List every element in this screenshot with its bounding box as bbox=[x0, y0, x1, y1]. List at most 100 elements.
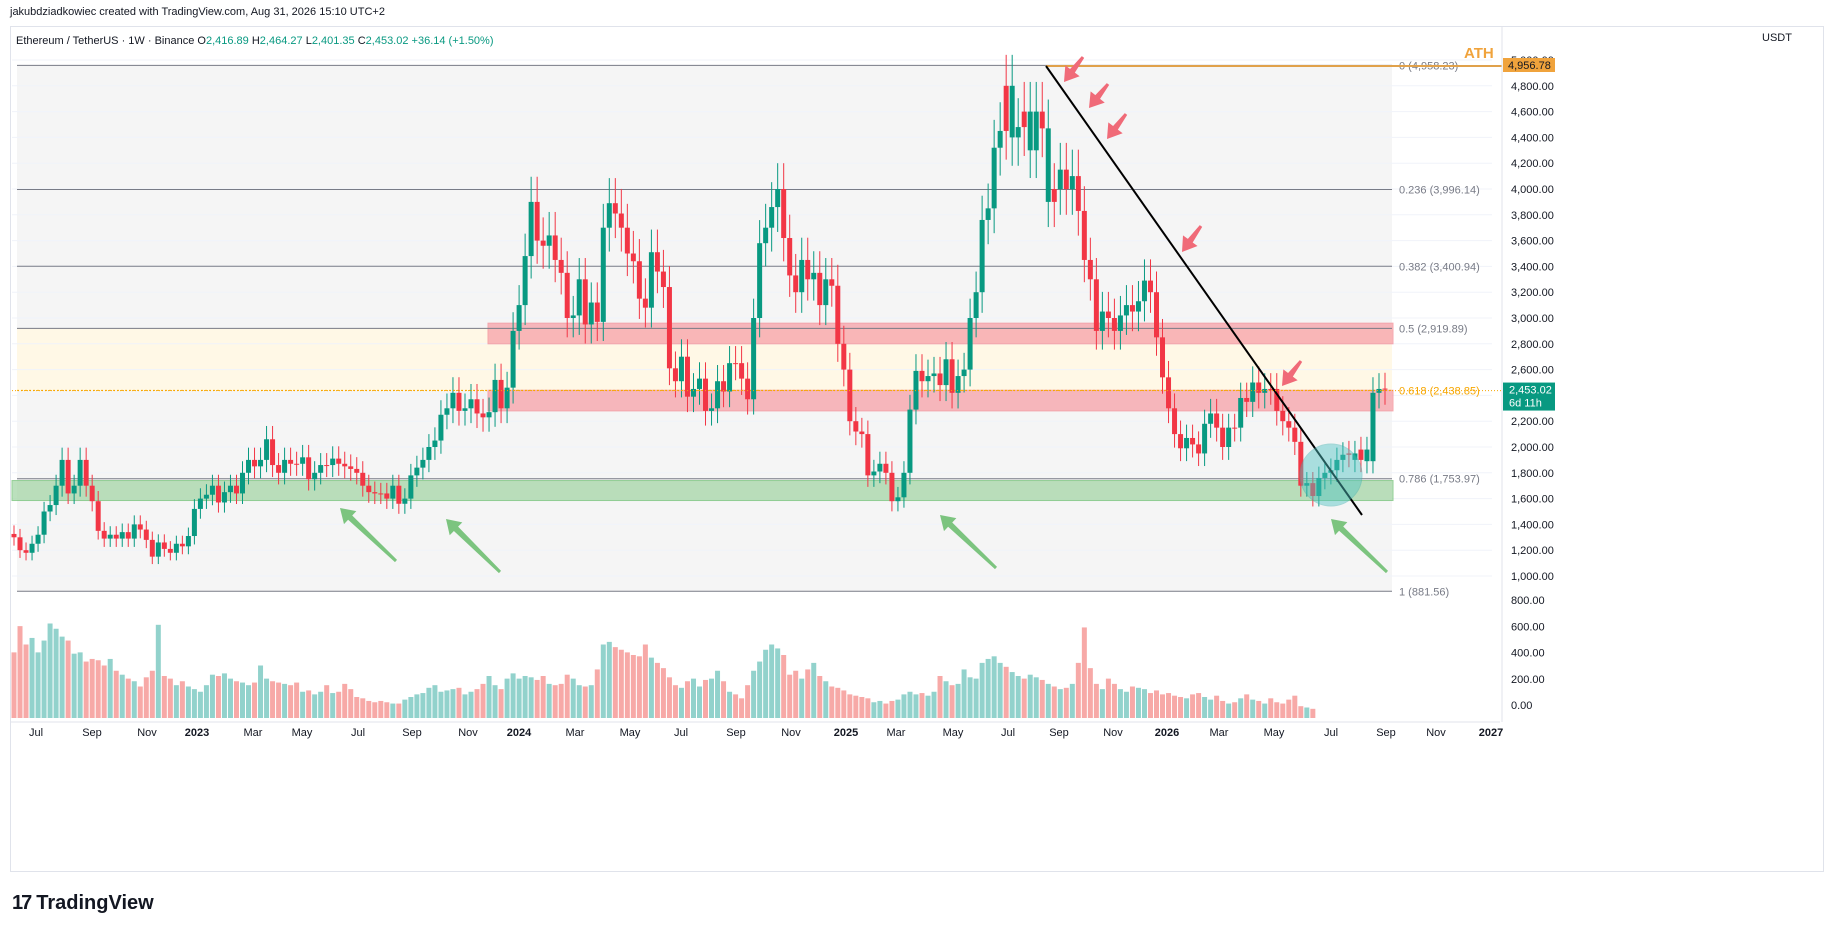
candle-body[interactable] bbox=[751, 318, 757, 400]
candle-body[interactable] bbox=[1244, 397, 1250, 402]
green-arrow-icon[interactable] bbox=[340, 508, 398, 563]
candle-body[interactable] bbox=[71, 485, 77, 494]
candle-body[interactable] bbox=[745, 378, 751, 400]
candle-body[interactable] bbox=[1352, 453, 1358, 460]
candle-body[interactable] bbox=[173, 543, 179, 553]
candle-body[interactable] bbox=[991, 147, 997, 209]
candle-body[interactable] bbox=[642, 298, 648, 308]
candle-body[interactable] bbox=[612, 203, 618, 214]
candle-body[interactable] bbox=[498, 379, 504, 409]
candle-body[interactable] bbox=[570, 315, 576, 318]
candle-body[interactable] bbox=[1196, 444, 1202, 454]
candle-body[interactable] bbox=[1208, 413, 1214, 424]
candle-body[interactable] bbox=[757, 243, 763, 318]
candle-body[interactable] bbox=[29, 543, 35, 553]
candle-body[interactable] bbox=[540, 240, 546, 246]
candle-body[interactable] bbox=[185, 536, 191, 547]
candle-body[interactable] bbox=[1081, 210, 1087, 260]
candle-body[interactable] bbox=[715, 381, 721, 409]
candle-body[interactable] bbox=[354, 468, 360, 473]
candle-body[interactable] bbox=[763, 227, 769, 244]
candle-body[interactable] bbox=[1147, 280, 1153, 293]
candle-body[interactable] bbox=[41, 511, 47, 535]
candle-body[interactable] bbox=[949, 359, 955, 393]
candle-body[interactable] bbox=[1238, 397, 1244, 428]
candle-body[interactable] bbox=[510, 330, 516, 388]
candle-body[interactable] bbox=[53, 485, 59, 506]
candle-body[interactable] bbox=[1166, 377, 1172, 409]
candle-body[interactable] bbox=[450, 392, 456, 409]
candle-body[interactable] bbox=[1316, 477, 1322, 497]
candle-body[interactable] bbox=[943, 359, 949, 386]
candle-body[interactable] bbox=[895, 497, 901, 502]
candle-body[interactable] bbox=[1099, 311, 1105, 331]
candle-body[interactable] bbox=[1322, 472, 1328, 478]
candle-body[interactable] bbox=[907, 409, 913, 473]
candle-body[interactable] bbox=[246, 459, 252, 473]
red-arrow-icon[interactable] bbox=[1282, 360, 1303, 386]
candle-body[interactable] bbox=[149, 539, 155, 557]
candle-body[interactable] bbox=[883, 463, 889, 473]
candle-body[interactable] bbox=[1087, 259, 1093, 280]
candle-body[interactable] bbox=[179, 543, 185, 547]
candle-body[interactable] bbox=[1358, 449, 1364, 460]
candle-body[interactable] bbox=[336, 458, 342, 464]
candle-body[interactable] bbox=[1226, 427, 1232, 447]
tradingview-brand[interactable]: 17 TradingView bbox=[12, 892, 154, 915]
candle-body[interactable] bbox=[630, 253, 636, 262]
candle-body[interactable] bbox=[841, 343, 847, 370]
candle-body[interactable] bbox=[1268, 388, 1274, 390]
candle-body[interactable] bbox=[107, 534, 113, 539]
symbol-label[interactable]: Ethereum / TetherUS · 1W · Binance bbox=[16, 35, 195, 47]
candle-body[interactable] bbox=[678, 356, 684, 382]
candle-body[interactable] bbox=[925, 376, 931, 382]
candle-body[interactable] bbox=[1184, 437, 1190, 449]
candle-body[interactable] bbox=[312, 472, 318, 480]
red-arrow-icon[interactable] bbox=[1064, 56, 1085, 82]
candle-body[interactable] bbox=[1045, 128, 1051, 202]
candle-body[interactable] bbox=[492, 379, 498, 413]
candle-body[interactable] bbox=[811, 272, 817, 280]
candle-body[interactable] bbox=[817, 272, 823, 306]
candle-body[interactable] bbox=[1220, 427, 1226, 447]
candle-body[interactable] bbox=[859, 431, 865, 435]
candle-body[interactable] bbox=[1202, 423, 1208, 454]
candle-body[interactable] bbox=[588, 302, 594, 325]
candle-body[interactable] bbox=[1075, 176, 1081, 211]
candle-body[interactable] bbox=[1117, 315, 1123, 331]
candle-body[interactable] bbox=[835, 285, 841, 344]
candle-body[interactable] bbox=[89, 485, 95, 502]
candle-body[interactable] bbox=[1154, 292, 1159, 338]
candle-body[interactable] bbox=[865, 434, 871, 476]
candle-body[interactable] bbox=[919, 370, 925, 382]
highlight-circle[interactable] bbox=[1299, 443, 1363, 507]
candle-body[interactable] bbox=[823, 279, 829, 306]
candle-body[interactable] bbox=[468, 399, 474, 409]
candle-body[interactable] bbox=[1280, 410, 1286, 422]
candle-body[interactable] bbox=[432, 440, 438, 447]
candle-body[interactable] bbox=[1214, 413, 1220, 428]
candle-body[interactable] bbox=[288, 459, 294, 464]
candle-body[interactable] bbox=[829, 279, 835, 286]
candle-body[interactable] bbox=[781, 189, 787, 239]
candle-body[interactable] bbox=[318, 465, 324, 473]
candle-body[interactable] bbox=[161, 542, 167, 549]
candle-body[interactable] bbox=[396, 485, 402, 504]
candle-body[interactable] bbox=[709, 408, 715, 411]
candle-body[interactable] bbox=[300, 457, 306, 464]
candle-body[interactable] bbox=[648, 252, 654, 308]
candle-body[interactable] bbox=[1129, 305, 1135, 312]
candle-body[interactable] bbox=[23, 550, 29, 553]
candle-body[interactable] bbox=[967, 318, 973, 370]
candle-body[interactable] bbox=[727, 363, 733, 392]
candle-body[interactable] bbox=[504, 387, 510, 409]
candle-body[interactable] bbox=[408, 475, 414, 499]
candle-body[interactable] bbox=[444, 408, 450, 415]
candle-body[interactable] bbox=[221, 492, 227, 503]
candle-body[interactable] bbox=[1256, 382, 1262, 393]
candle-body[interactable] bbox=[1105, 311, 1111, 318]
candle-body[interactable] bbox=[775, 189, 781, 208]
candle-body[interactable] bbox=[215, 485, 221, 503]
red-arrow-icon[interactable] bbox=[1182, 225, 1203, 252]
